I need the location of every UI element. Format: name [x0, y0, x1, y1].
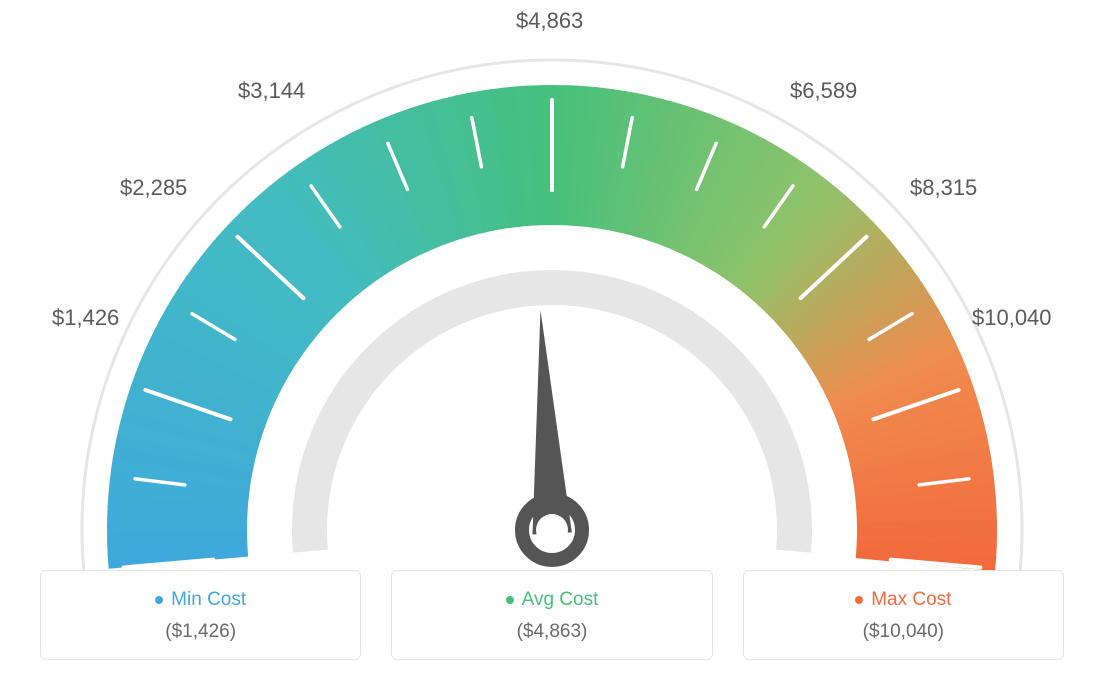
- legend-title: Min Cost: [155, 589, 246, 611]
- legend-value: ($1,426): [51, 621, 350, 643]
- gauge-tick-label: $10,040: [972, 305, 1052, 331]
- legend-dot-icon: [155, 596, 163, 604]
- legend-title-text: Max Cost: [871, 589, 951, 611]
- gauge-svg: [0, 20, 1104, 580]
- gauge-tick-label: $3,144: [238, 78, 305, 104]
- legend-dot-icon: [855, 596, 863, 604]
- cost-gauge-chart: $1,426 $2,285 $3,144 $4,863 $6,589 $8,315 $10,…: [0, 0, 1104, 690]
- legend-dot-icon: [506, 596, 514, 604]
- gauge-tick-label: $1,426: [52, 305, 119, 331]
- legend-row: Min Cost ($1,426) Avg Cost ($4,863) Max Cost…: [40, 570, 1064, 660]
- legend-card-min-cost: Min Cost ($1,426): [40, 570, 361, 660]
- legend-card-max-cost: Max Cost ($10,040): [743, 570, 1064, 660]
- legend-title: Max Cost: [855, 589, 951, 611]
- legend-card-avg-cost: Avg Cost ($4,863): [391, 570, 712, 660]
- gauge-tick-label: $8,315: [910, 175, 977, 201]
- legend-title: Avg Cost: [506, 589, 599, 611]
- gauge-tick-label: $4,863: [516, 8, 583, 34]
- legend-title-text: Min Cost: [171, 589, 246, 611]
- legend-value: ($4,863): [402, 621, 701, 643]
- gauge-tick-label: $2,285: [120, 175, 187, 201]
- gauge-tick-label: $6,589: [790, 78, 857, 104]
- legend-title-text: Avg Cost: [522, 589, 599, 611]
- legend-value: ($10,040): [754, 621, 1053, 643]
- gauge-area: $1,426 $2,285 $3,144 $4,863 $6,589 $8,315 $10,…: [0, 0, 1104, 560]
